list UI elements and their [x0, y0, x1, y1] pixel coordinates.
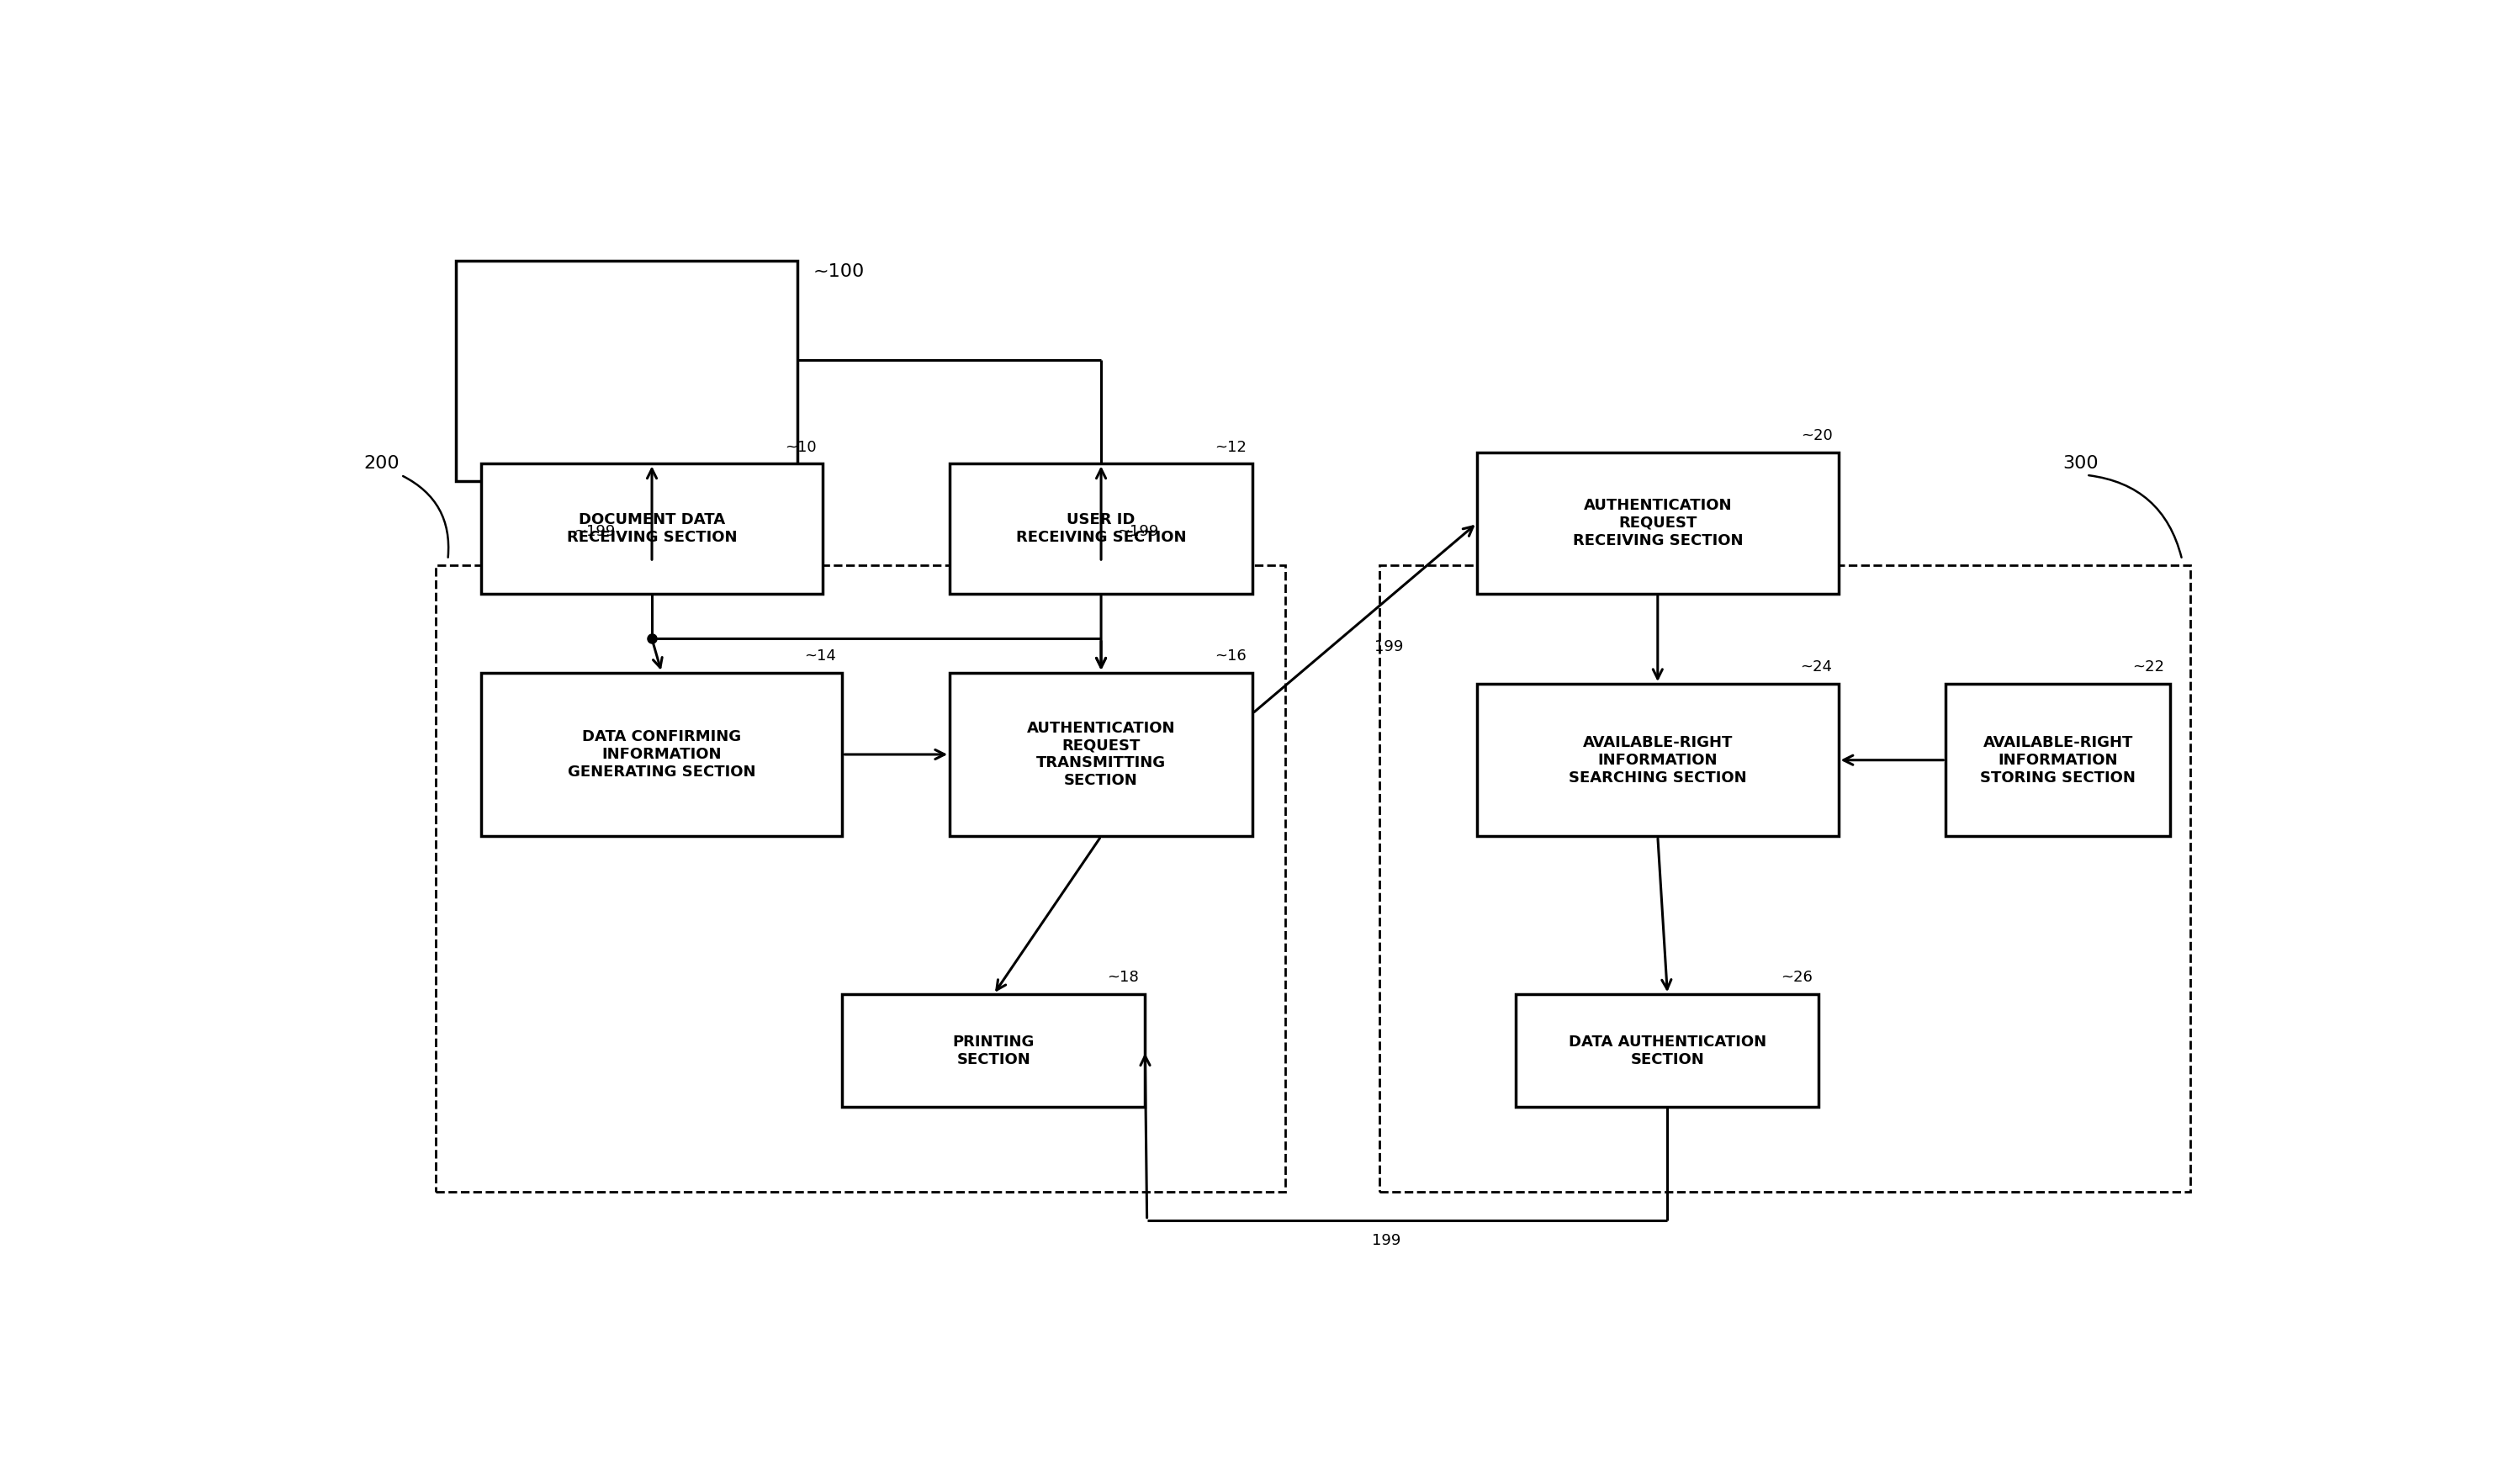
Text: AVAILABLE-RIGHT
INFORMATION
STORING SECTION: AVAILABLE-RIGHT INFORMATION STORING SECT…	[1981, 734, 2137, 786]
Text: ~26: ~26	[1782, 970, 1812, 985]
Text: ~16: ~16	[1215, 648, 1247, 664]
Text: DATA CONFIRMING
INFORMATION
GENERATING SECTION: DATA CONFIRMING INFORMATION GENERATING S…	[567, 730, 756, 780]
Text: ~199: ~199	[1116, 523, 1159, 539]
Text: ~199: ~199	[575, 523, 615, 539]
Text: DATA AUTHENTICATION
SECTION: DATA AUTHENTICATION SECTION	[1567, 1035, 1767, 1067]
Text: ~100: ~100	[814, 264, 864, 280]
Bar	[481, 673, 842, 836]
Text: AVAILABLE-RIGHT
INFORMATION
SEARCHING SECTION: AVAILABLE-RIGHT INFORMATION SEARCHING SE…	[1567, 734, 1746, 786]
Bar	[1517, 994, 1819, 1107]
Text: ~20: ~20	[1802, 428, 1832, 443]
Bar	[456, 261, 796, 481]
Text: ~14: ~14	[804, 648, 837, 664]
Text: AUTHENTICATION
REQUEST
TRANSMITTING
SECTION: AUTHENTICATION REQUEST TRANSMITTING SECT…	[1026, 721, 1174, 789]
Text: 300: 300	[2064, 456, 2099, 472]
Text: DOCUMENT DATA
RECEIVING SECTION: DOCUMENT DATA RECEIVING SECTION	[567, 512, 736, 545]
Bar	[436, 566, 1285, 1192]
Bar	[950, 463, 1252, 594]
Text: ~24: ~24	[1799, 660, 1832, 674]
Bar	[481, 463, 822, 594]
Text: ~22: ~22	[2132, 660, 2165, 674]
Text: 199: 199	[1373, 639, 1404, 654]
Text: 199: 199	[1373, 1233, 1401, 1248]
Text: ~18: ~18	[1106, 970, 1139, 985]
Text: USER ID
RECEIVING SECTION: USER ID RECEIVING SECTION	[1016, 512, 1187, 545]
Bar	[842, 994, 1144, 1107]
Text: 200: 200	[363, 456, 401, 472]
Bar	[1378, 566, 2190, 1192]
Text: ~12: ~12	[1215, 440, 1247, 454]
Bar	[1477, 453, 1840, 594]
Bar	[950, 673, 1252, 836]
Bar	[1477, 683, 1840, 836]
Text: AUTHENTICATION
REQUEST
RECEIVING SECTION: AUTHENTICATION REQUEST RECEIVING SECTION	[1572, 498, 1744, 548]
Text: PRINTING
SECTION: PRINTING SECTION	[953, 1035, 1036, 1067]
Bar	[1945, 683, 2170, 836]
Text: ~10: ~10	[786, 440, 816, 454]
